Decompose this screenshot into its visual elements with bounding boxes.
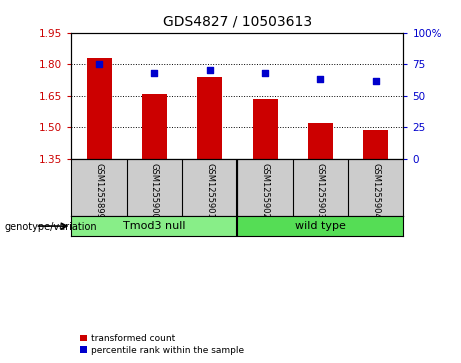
Bar <box>87 58 112 159</box>
Point <box>206 68 213 73</box>
Point <box>151 70 158 76</box>
FancyBboxPatch shape <box>71 216 237 236</box>
FancyBboxPatch shape <box>237 216 403 236</box>
Bar <box>253 99 278 159</box>
Legend: transformed count, percentile rank within the sample: transformed count, percentile rank withi… <box>76 331 248 359</box>
Text: GSM1255904: GSM1255904 <box>371 163 380 219</box>
Point <box>261 70 269 76</box>
Bar <box>363 130 388 159</box>
Point <box>317 76 324 82</box>
Text: GSM1255903: GSM1255903 <box>316 163 325 219</box>
Text: GSM1255900: GSM1255900 <box>150 163 159 219</box>
Text: GSM1255902: GSM1255902 <box>260 163 270 219</box>
Point <box>372 78 379 83</box>
Bar <box>197 77 222 159</box>
Bar <box>142 94 167 159</box>
Text: GSM1255901: GSM1255901 <box>205 163 214 219</box>
Text: GSM1255899: GSM1255899 <box>95 163 104 219</box>
Bar <box>308 123 333 159</box>
Text: genotype/variation: genotype/variation <box>5 222 97 232</box>
Title: GDS4827 / 10503613: GDS4827 / 10503613 <box>163 15 312 29</box>
Text: Tmod3 null: Tmod3 null <box>123 221 186 231</box>
Text: wild type: wild type <box>295 221 346 231</box>
Point <box>95 61 103 67</box>
